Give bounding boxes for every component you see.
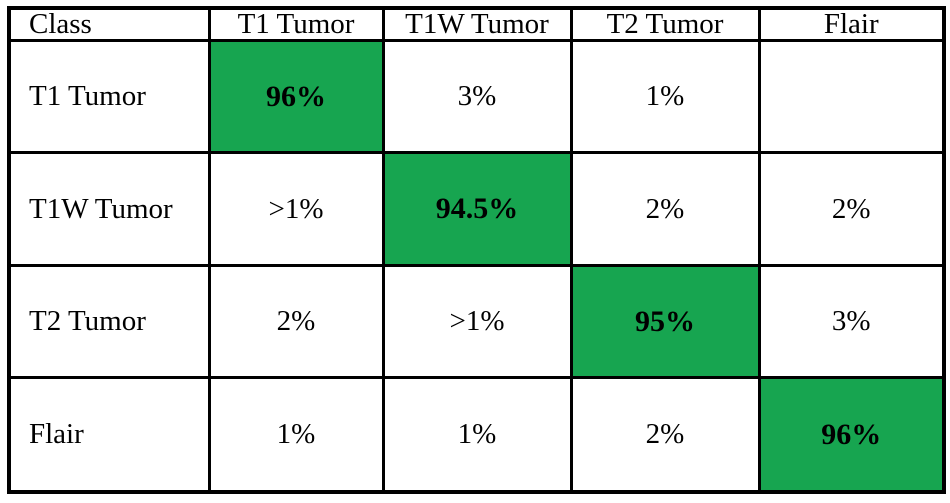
header-cell-t1-tumor: T1 Tumor: [207, 6, 385, 42]
row-label-t1w-tumor: T1W Tumor: [7, 151, 211, 267]
table-row-flair: Flair 1% 1% 2% 96%: [7, 376, 946, 494]
cell-diagonal-t1: 96%: [207, 38, 385, 155]
table-row-t1w-tumor: T1W Tumor >1% 94.5% 2% 2%: [7, 151, 946, 267]
row-label-t1-tumor: T1 Tumor: [7, 38, 211, 155]
row-label-flair: Flair: [7, 376, 211, 494]
cell-t2-vs-t1w: >1%: [381, 263, 573, 380]
cell-diagonal-t1w: 94.5%: [381, 151, 573, 267]
header-cell-t2-tumor: T2 Tumor: [569, 6, 761, 42]
cell-flair-vs-t1w: 1%: [381, 376, 573, 494]
cell-flair-vs-t2: 2%: [569, 376, 761, 494]
header-cell-flair: Flair: [757, 6, 946, 42]
cell-t2-vs-flair: 3%: [757, 263, 946, 380]
cell-diagonal-t2: 95%: [569, 263, 761, 380]
table-row-t1-tumor: T1 Tumor 96% 3% 1%: [7, 38, 946, 155]
cell-flair-vs-t1: 1%: [207, 376, 385, 494]
row-label-t2-tumor: T2 Tumor: [7, 263, 211, 380]
cell-t1-vs-flair: [757, 38, 946, 155]
header-cell-class: Class: [7, 6, 211, 42]
cell-t2-vs-t1: 2%: [207, 263, 385, 380]
cell-t1w-vs-t1: >1%: [207, 151, 385, 267]
table-row-t2-tumor: T2 Tumor 2% >1% 95% 3%: [7, 263, 946, 380]
cell-diagonal-flair: 96%: [757, 376, 946, 494]
cell-t1-vs-t2: 1%: [569, 38, 761, 155]
cell-t1w-vs-flair: 2%: [757, 151, 946, 267]
cell-t1w-vs-t2: 2%: [569, 151, 761, 267]
header-cell-t1w-tumor: T1W Tumor: [381, 6, 573, 42]
confusion-matrix-table: Class T1 Tumor T1W Tumor T2 Tumor Flair …: [7, 6, 946, 494]
header-row: Class T1 Tumor T1W Tumor T2 Tumor Flair: [7, 6, 946, 42]
cell-t1-vs-t1w: 3%: [381, 38, 573, 155]
